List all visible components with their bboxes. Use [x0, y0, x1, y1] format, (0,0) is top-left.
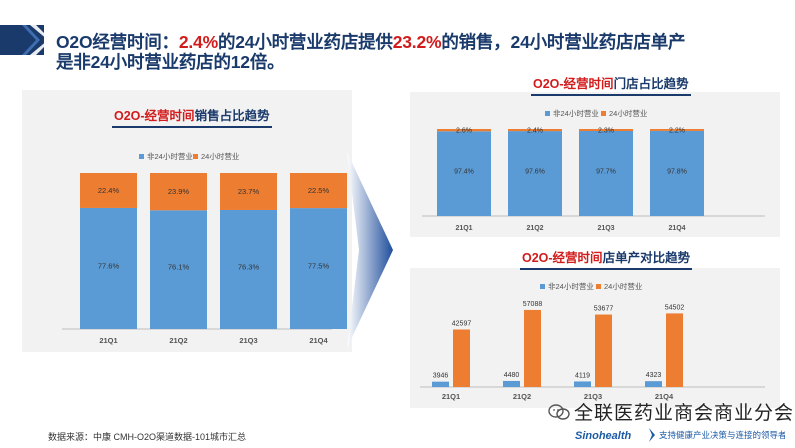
legend-label-0: 非24小时营业: [147, 151, 193, 161]
data-label-1-21Q3: 2.3%: [598, 128, 614, 135]
x-tick-21Q4: 21Q4: [655, 392, 674, 401]
legend-label-0: 非24小时营业: [553, 108, 599, 118]
data-label-0-21Q2: 76.1%: [168, 263, 190, 272]
heading-part-4: 是非24小时营业药店的12倍。: [56, 52, 285, 72]
bar-1-21Q3: [579, 129, 633, 132]
data-label-1-21Q3: 53677: [594, 306, 614, 313]
legend-swatch-1: [193, 154, 198, 159]
legend-swatch-1: [601, 111, 606, 116]
heading-part-3: 的销售，24小时营业药店店单产: [441, 32, 686, 52]
data-source-note: 数据来源：中康 CMH-O2O渠道数据-101城市汇总: [48, 432, 247, 442]
x-tick-21Q1: 21Q1: [442, 392, 460, 401]
data-label-0-21Q3: 97.7%: [596, 169, 616, 176]
logo-mark-icon: [649, 428, 655, 442]
data-label-1-21Q4: 54502: [665, 304, 685, 311]
x-tick-21Q2: 21Q2: [513, 392, 531, 401]
x-tick-21Q1: 21Q1: [455, 225, 472, 232]
data-label-1-21Q2: 57088: [523, 301, 543, 308]
data-label-0-21Q4: 97.8%: [667, 168, 687, 175]
heading-highlight-sales-share: 23.2%: [392, 32, 442, 52]
x-tick-21Q2: 21Q2: [526, 225, 543, 232]
bar-1-21Q1: [437, 129, 491, 132]
bar-1-21Q4: [666, 313, 683, 387]
bar-1-21Q2: [508, 129, 562, 132]
data-label-0-21Q4: 4323: [646, 372, 662, 379]
legend-swatch-0: [139, 154, 144, 159]
bar-1-21Q4: [290, 173, 347, 209]
legend-label-1: 24小时营业: [609, 108, 648, 118]
data-label-0-21Q3: 4119: [575, 372, 590, 379]
bar-0-21Q3: [579, 131, 633, 216]
bar-1-21Q2: [150, 173, 207, 211]
legend-swatch-0: [540, 284, 545, 289]
x-tick-21Q3: 21Q3: [597, 225, 614, 232]
bar-0-21Q4: [290, 208, 347, 329]
bar-1-21Q3: [595, 314, 612, 387]
bar-1-21Q4: [650, 129, 704, 131]
bar-1-21Q3: [220, 173, 277, 210]
x-tick-21Q3: 21Q3: [239, 336, 257, 345]
data-label-0-21Q2: 97.6%: [525, 169, 545, 176]
heading-part-1: O2O经营时间：: [56, 32, 179, 52]
data-label-1-21Q2: 2.4%: [527, 128, 543, 135]
heading-part-2: 的24小时营业药店提供: [217, 32, 393, 52]
x-tick-21Q4: 21Q4: [668, 225, 685, 232]
heading-highlight-store-share: 2.4%: [178, 32, 218, 52]
data-label-1-21Q3: 23.7%: [238, 187, 260, 196]
x-tick-21Q3: 21Q3: [584, 392, 602, 401]
legend-swatch-1: [596, 284, 601, 289]
bar-1-21Q2: [524, 309, 541, 387]
per-store-output-chart: 非24小时营业 24小时营业 3946 42597 21Q1 4480 57088 21Q2 4…: [420, 281, 765, 401]
data-label-1-21Q4: 22.5%: [308, 186, 330, 195]
data-label-1-21Q4: 2.2%: [669, 127, 685, 134]
logo-tagline: 支持健康产业决策与连接的领导者: [659, 430, 785, 440]
bar-0-21Q2: [503, 380, 520, 387]
bar-0-21Q4: [645, 381, 662, 387]
bar-0-21Q1: [432, 381, 449, 387]
data-label-0-21Q1: 77.6%: [98, 261, 120, 270]
header-accent-bar: [0, 25, 48, 55]
bar-0-21Q2: [508, 131, 562, 216]
sinohealth-logo: Sinohealth 支持健康产业决策与连接的领导者: [575, 428, 785, 442]
data-label-0-21Q3: 76.3%: [238, 262, 260, 271]
x-tick-21Q1: 21Q1: [99, 336, 117, 345]
per-store-chart-title: O2O-经营时间店单产对比趋势: [520, 247, 693, 270]
legend-swatch-0: [545, 111, 550, 116]
sales-share-chart: 非24小时营业 24小时营业 77.6% 22.4% 21Q1 76.1% 23.9% 21Q…: [62, 151, 347, 345]
x-tick-21Q2: 21Q2: [169, 336, 187, 345]
x-tick-21Q4: 21Q4: [309, 336, 328, 345]
bar-1-21Q1: [80, 173, 137, 208]
bar-0-21Q3: [574, 381, 591, 387]
bar-0-21Q1: [437, 131, 491, 216]
data-label-1-21Q1: 42597: [452, 320, 472, 327]
legend-label-1: 24小时营业: [201, 151, 240, 161]
wechat-icon: [548, 404, 570, 420]
bar-0-21Q3: [220, 209, 277, 329]
flow-arrow: [347, 152, 393, 348]
data-label-0-21Q2: 4480: [504, 372, 520, 379]
sales-chart-title: O2O-经营时间销售占比趋势: [112, 105, 272, 128]
data-label-1-21Q1: 2.6%: [456, 128, 472, 135]
bar-0-21Q4: [650, 130, 704, 216]
store-share-chart: 非24小时营业 24小时营业 97.4% 2.6% 21Q1 97.6% 2.4% 21Q2 9…: [422, 108, 765, 232]
bar-0-21Q2: [150, 210, 207, 329]
bar-0-21Q1: [80, 207, 137, 329]
data-label-0-21Q1: 97.4%: [454, 169, 474, 176]
data-label-0-21Q1: 3946: [433, 373, 449, 380]
stores-chart-title: O2O-经营时间门店占比趋势: [531, 73, 691, 96]
bar-1-21Q1: [453, 329, 470, 387]
data-label-1-21Q2: 23.9%: [168, 187, 190, 196]
legend-label-1: 24小时营业: [604, 281, 643, 291]
legend-label-0: 非24小时营业: [548, 281, 594, 291]
wechat-watermark: 全联医药业商会商业分会: [548, 398, 794, 425]
data-label-1-21Q1: 22.4%: [98, 186, 120, 195]
page-heading: O2O经营时间：2.4%的24小时营业药店提供23.2%的销售，24小时营业药店…: [56, 32, 786, 72]
logo-name: Sinohealth: [575, 430, 632, 442]
data-label-0-21Q4: 77.5%: [308, 262, 330, 271]
